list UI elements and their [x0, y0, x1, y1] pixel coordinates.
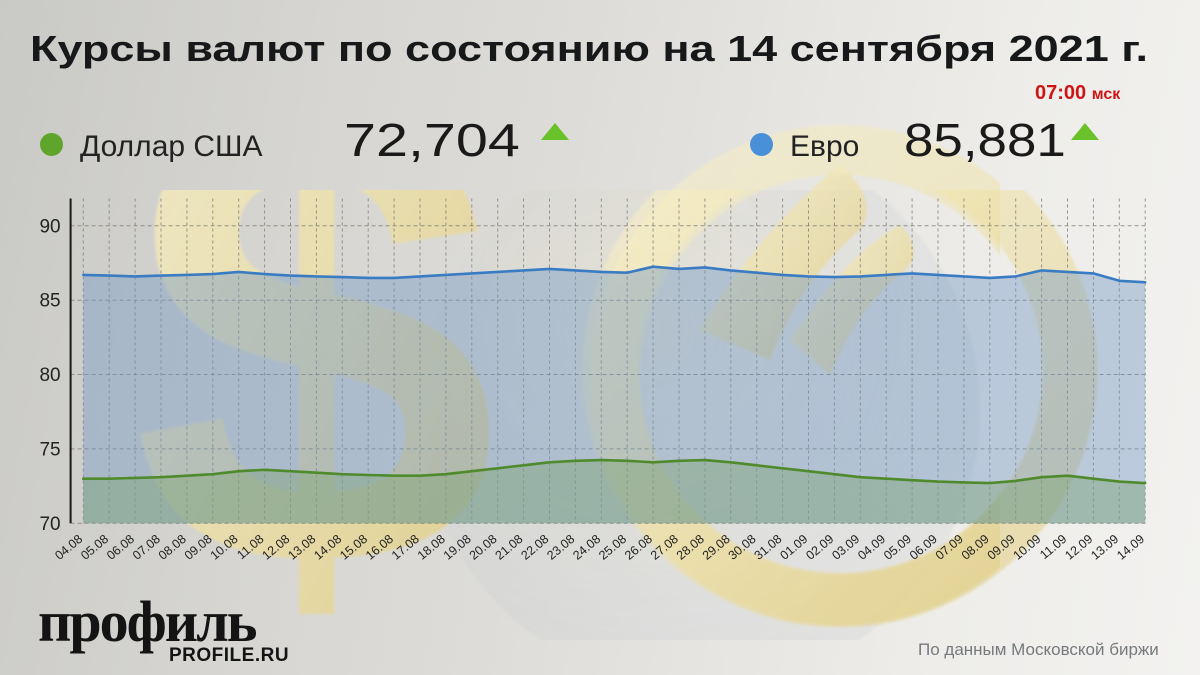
svg-text:30.08: 30.08 — [726, 532, 759, 563]
svg-text:10.09: 10.09 — [1011, 532, 1044, 563]
svg-text:08.08: 08.08 — [156, 532, 189, 563]
svg-text:03.09: 03.09 — [829, 532, 862, 563]
svg-text:05.09: 05.09 — [881, 532, 914, 563]
svg-text:14.08: 14.08 — [311, 532, 344, 563]
svg-text:07.09: 07.09 — [933, 532, 966, 563]
svg-text:06.08: 06.08 — [104, 532, 137, 563]
svg-text:10.08: 10.08 — [208, 532, 241, 563]
svg-text:09.08: 09.08 — [182, 532, 215, 563]
svg-text:25.08: 25.08 — [596, 532, 629, 563]
svg-text:05.08: 05.08 — [78, 532, 111, 563]
svg-text:24.08: 24.08 — [570, 532, 603, 563]
svg-text:13.08: 13.08 — [285, 532, 318, 563]
svg-text:21.08: 21.08 — [493, 532, 526, 563]
svg-text:17.08: 17.08 — [389, 532, 422, 563]
svg-text:13.09: 13.09 — [1088, 532, 1121, 563]
svg-text:27.08: 27.08 — [648, 532, 681, 563]
svg-text:19.08: 19.08 — [441, 532, 474, 563]
svg-text:06.09: 06.09 — [907, 532, 940, 563]
svg-text:02.09: 02.09 — [803, 532, 836, 563]
svg-text:01.09: 01.09 — [777, 532, 810, 563]
svg-text:31.08: 31.08 — [752, 532, 785, 563]
svg-text:04.08: 04.08 — [52, 532, 85, 563]
svg-text:20.08: 20.08 — [467, 532, 500, 563]
svg-text:08.09: 08.09 — [959, 532, 992, 563]
svg-text:18.08: 18.08 — [415, 532, 448, 563]
svg-text:85: 85 — [39, 291, 60, 312]
svg-text:70: 70 — [39, 514, 60, 535]
svg-text:26.08: 26.08 — [622, 532, 655, 563]
svg-text:90: 90 — [39, 216, 60, 237]
svg-text:14.09: 14.09 — [1114, 532, 1147, 563]
svg-text:75: 75 — [39, 439, 60, 460]
svg-text:11.09: 11.09 — [1037, 532, 1069, 562]
svg-text:80: 80 — [39, 365, 60, 386]
svg-text:11.08: 11.08 — [234, 532, 266, 562]
svg-text:28.08: 28.08 — [674, 532, 707, 563]
svg-text:04.09: 04.09 — [855, 532, 888, 563]
svg-text:12.09: 12.09 — [1062, 532, 1095, 563]
svg-text:15.08: 15.08 — [337, 532, 370, 563]
svg-text:22.08: 22.08 — [518, 532, 551, 563]
svg-text:23.08: 23.08 — [544, 532, 577, 563]
svg-text:09.09: 09.09 — [985, 532, 1018, 563]
svg-text:29.08: 29.08 — [700, 532, 733, 563]
svg-text:12.08: 12.08 — [259, 532, 292, 563]
svg-text:07.08: 07.08 — [130, 532, 163, 563]
svg-text:16.08: 16.08 — [363, 532, 396, 563]
